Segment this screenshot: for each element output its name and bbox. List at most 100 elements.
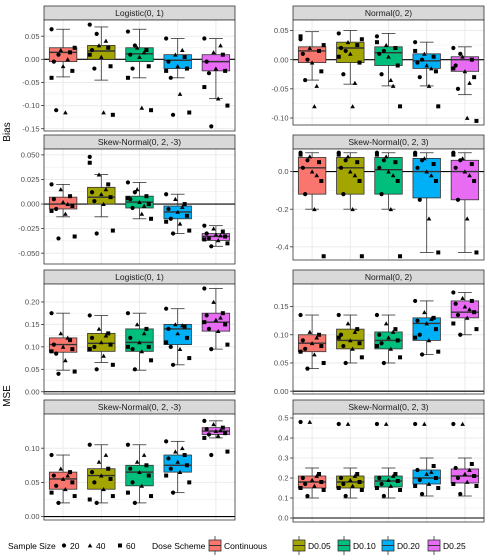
data-point — [223, 68, 228, 73]
data-point — [352, 173, 358, 178]
data-point — [180, 445, 185, 451]
data-point — [134, 459, 140, 464]
data-point — [65, 201, 71, 206]
data-point — [386, 54, 391, 59]
data-point — [187, 110, 192, 115]
y-tick-label: 0.050 — [21, 150, 40, 159]
data-point — [206, 432, 212, 437]
data-point — [379, 481, 384, 487]
data-point — [54, 483, 59, 488]
data-point — [424, 321, 429, 326]
data-point — [89, 47, 95, 53]
data-point — [462, 69, 468, 74]
data-point — [70, 347, 75, 352]
data-point — [398, 254, 403, 259]
data-point — [419, 352, 425, 357]
continuous-box — [297, 419, 327, 499]
data-point — [106, 331, 111, 336]
data-point — [348, 338, 353, 343]
data-point — [68, 50, 73, 55]
y-tick-label: 0.2 — [278, 474, 288, 483]
data-point — [141, 50, 147, 55]
y-tick-label: 0.025 — [21, 175, 40, 184]
data-point — [170, 112, 176, 117]
data-point — [314, 83, 320, 88]
data-point — [209, 452, 214, 458]
data-point — [309, 477, 315, 482]
data-point — [49, 27, 54, 32]
data-point — [422, 421, 427, 426]
data-point — [464, 479, 470, 484]
data-point — [381, 360, 386, 366]
data-point — [204, 426, 209, 432]
bias-skew-normal-0-2-3-panel: Skew-Normal(0, 2, 3) 0.0 -0.2 -0.4 — [276, 134, 485, 261]
data-point — [108, 195, 113, 200]
data-point — [65, 335, 71, 340]
data-point — [451, 321, 456, 326]
data-point — [300, 51, 305, 56]
data-point — [321, 360, 326, 365]
data-point — [87, 313, 92, 318]
data-point — [51, 197, 56, 202]
data-point — [343, 360, 348, 366]
d0-25-box — [201, 286, 231, 352]
data-point — [180, 47, 185, 52]
data-point — [298, 152, 303, 157]
data-point — [164, 192, 169, 197]
data-point — [87, 52, 92, 57]
y-tick-label: -0.05 — [271, 84, 288, 93]
d0-05-box — [336, 30, 365, 109]
data-point — [173, 322, 178, 327]
data-point — [395, 338, 400, 343]
data-point — [307, 154, 313, 159]
panel-title: Skew-Normal(0, 2, -3) — [98, 137, 181, 147]
data-point — [106, 182, 111, 187]
data-point — [453, 465, 458, 471]
data-point — [206, 71, 212, 76]
data-point — [204, 231, 209, 236]
dose-key-label: D0.20 — [397, 541, 420, 551]
data-point — [314, 173, 320, 178]
panel-border — [292, 19, 485, 126]
data-point — [460, 295, 465, 301]
d0-10-box — [125, 442, 154, 506]
data-point — [314, 473, 320, 478]
data-point — [168, 466, 173, 471]
data-point — [87, 160, 92, 165]
y-tick-label: 0.10 — [25, 444, 40, 453]
data-point — [472, 178, 477, 183]
data-point — [413, 335, 418, 340]
data-point — [314, 335, 320, 340]
data-point — [60, 64, 66, 69]
data-point — [149, 216, 154, 221]
data-point — [94, 231, 99, 236]
data-point — [455, 86, 461, 91]
data-point — [319, 69, 324, 74]
data-point — [164, 473, 169, 478]
continuous-box — [48, 311, 78, 376]
data-point — [343, 48, 348, 54]
data-point — [49, 208, 54, 213]
data-point — [383, 154, 389, 159]
data-point — [141, 203, 147, 208]
data-point — [130, 480, 135, 485]
dose-key-d0-10: D0.10 — [337, 536, 376, 555]
data-point — [110, 112, 115, 117]
data-point — [184, 66, 189, 71]
data-point — [58, 187, 64, 192]
y-tick-label: 0.05 — [25, 365, 40, 374]
data-point — [300, 165, 305, 170]
y-tick-label: 0.00 — [25, 512, 40, 521]
data-point — [180, 204, 185, 209]
y-tick-label: 0.20 — [25, 298, 40, 307]
data-point — [374, 486, 379, 490]
data-point — [146, 202, 151, 207]
data-point — [125, 442, 131, 447]
data-point — [319, 480, 324, 484]
d0-20-box — [163, 439, 192, 495]
data-point — [431, 464, 436, 468]
data-point — [426, 338, 432, 343]
data-point — [381, 158, 386, 163]
data-point — [164, 340, 169, 345]
